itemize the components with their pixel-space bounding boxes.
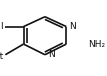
Text: I: I [1, 22, 3, 31]
Text: NH₂: NH₂ [36, 0, 54, 2]
Text: N: N [48, 50, 55, 59]
Text: N: N [70, 22, 76, 31]
Text: NH₂: NH₂ [88, 40, 105, 49]
Text: Et: Et [0, 52, 3, 61]
